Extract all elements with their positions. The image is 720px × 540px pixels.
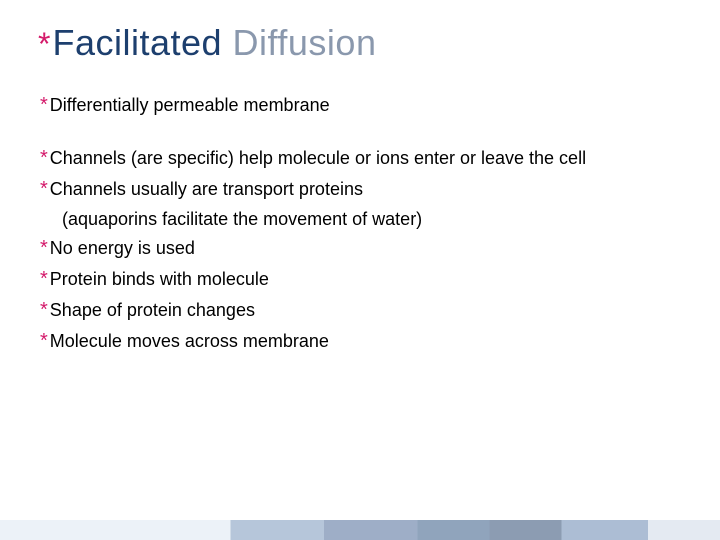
bullet-text: Shape of protein changes bbox=[50, 298, 255, 322]
bullet-item: * No energy is used bbox=[40, 235, 682, 262]
indented-line: (aquaporins facilitate the movement of w… bbox=[40, 207, 682, 231]
asterisk-icon: * bbox=[40, 297, 48, 324]
footer-decorative-stripe bbox=[0, 520, 720, 540]
spacer bbox=[40, 123, 682, 145]
asterisk-icon: * bbox=[40, 328, 48, 355]
bullet-text: Channels usually are transport proteins bbox=[50, 177, 363, 201]
slide: * Facilitated Diffusion * Differentially… bbox=[0, 0, 720, 540]
title-word-2: Diffusion bbox=[233, 22, 377, 63]
bullet-text: No energy is used bbox=[50, 236, 195, 260]
asterisk-icon: * bbox=[40, 235, 48, 262]
bullet-item: * Shape of protein changes bbox=[40, 297, 682, 324]
title-row: * Facilitated Diffusion bbox=[38, 22, 682, 64]
asterisk-icon: * bbox=[40, 176, 48, 203]
bullet-item: * Differentially permeable membrane bbox=[40, 92, 682, 119]
bullet-item: * Channels (are specific) help molecule … bbox=[40, 145, 682, 172]
bullet-item: * Channels usually are transport protein… bbox=[40, 176, 682, 203]
bullet-text: Differentially permeable membrane bbox=[50, 93, 330, 117]
bullet-item: * Protein binds with molecule bbox=[40, 266, 682, 293]
bullet-item: * Molecule moves across membrane bbox=[40, 328, 682, 355]
slide-title: Facilitated Diffusion bbox=[52, 22, 376, 64]
title-word-1: Facilitated bbox=[52, 22, 222, 63]
asterisk-icon: * bbox=[40, 92, 48, 119]
asterisk-icon: * bbox=[40, 266, 48, 293]
bullet-text: Protein binds with molecule bbox=[50, 267, 269, 291]
bullet-text: Molecule moves across membrane bbox=[50, 329, 329, 353]
bullet-text: Channels (are specific) help molecule or… bbox=[50, 146, 586, 170]
asterisk-icon: * bbox=[40, 145, 48, 172]
title-asterisk-icon: * bbox=[38, 28, 50, 60]
bullet-list: * Differentially permeable membrane * Ch… bbox=[38, 92, 682, 355]
